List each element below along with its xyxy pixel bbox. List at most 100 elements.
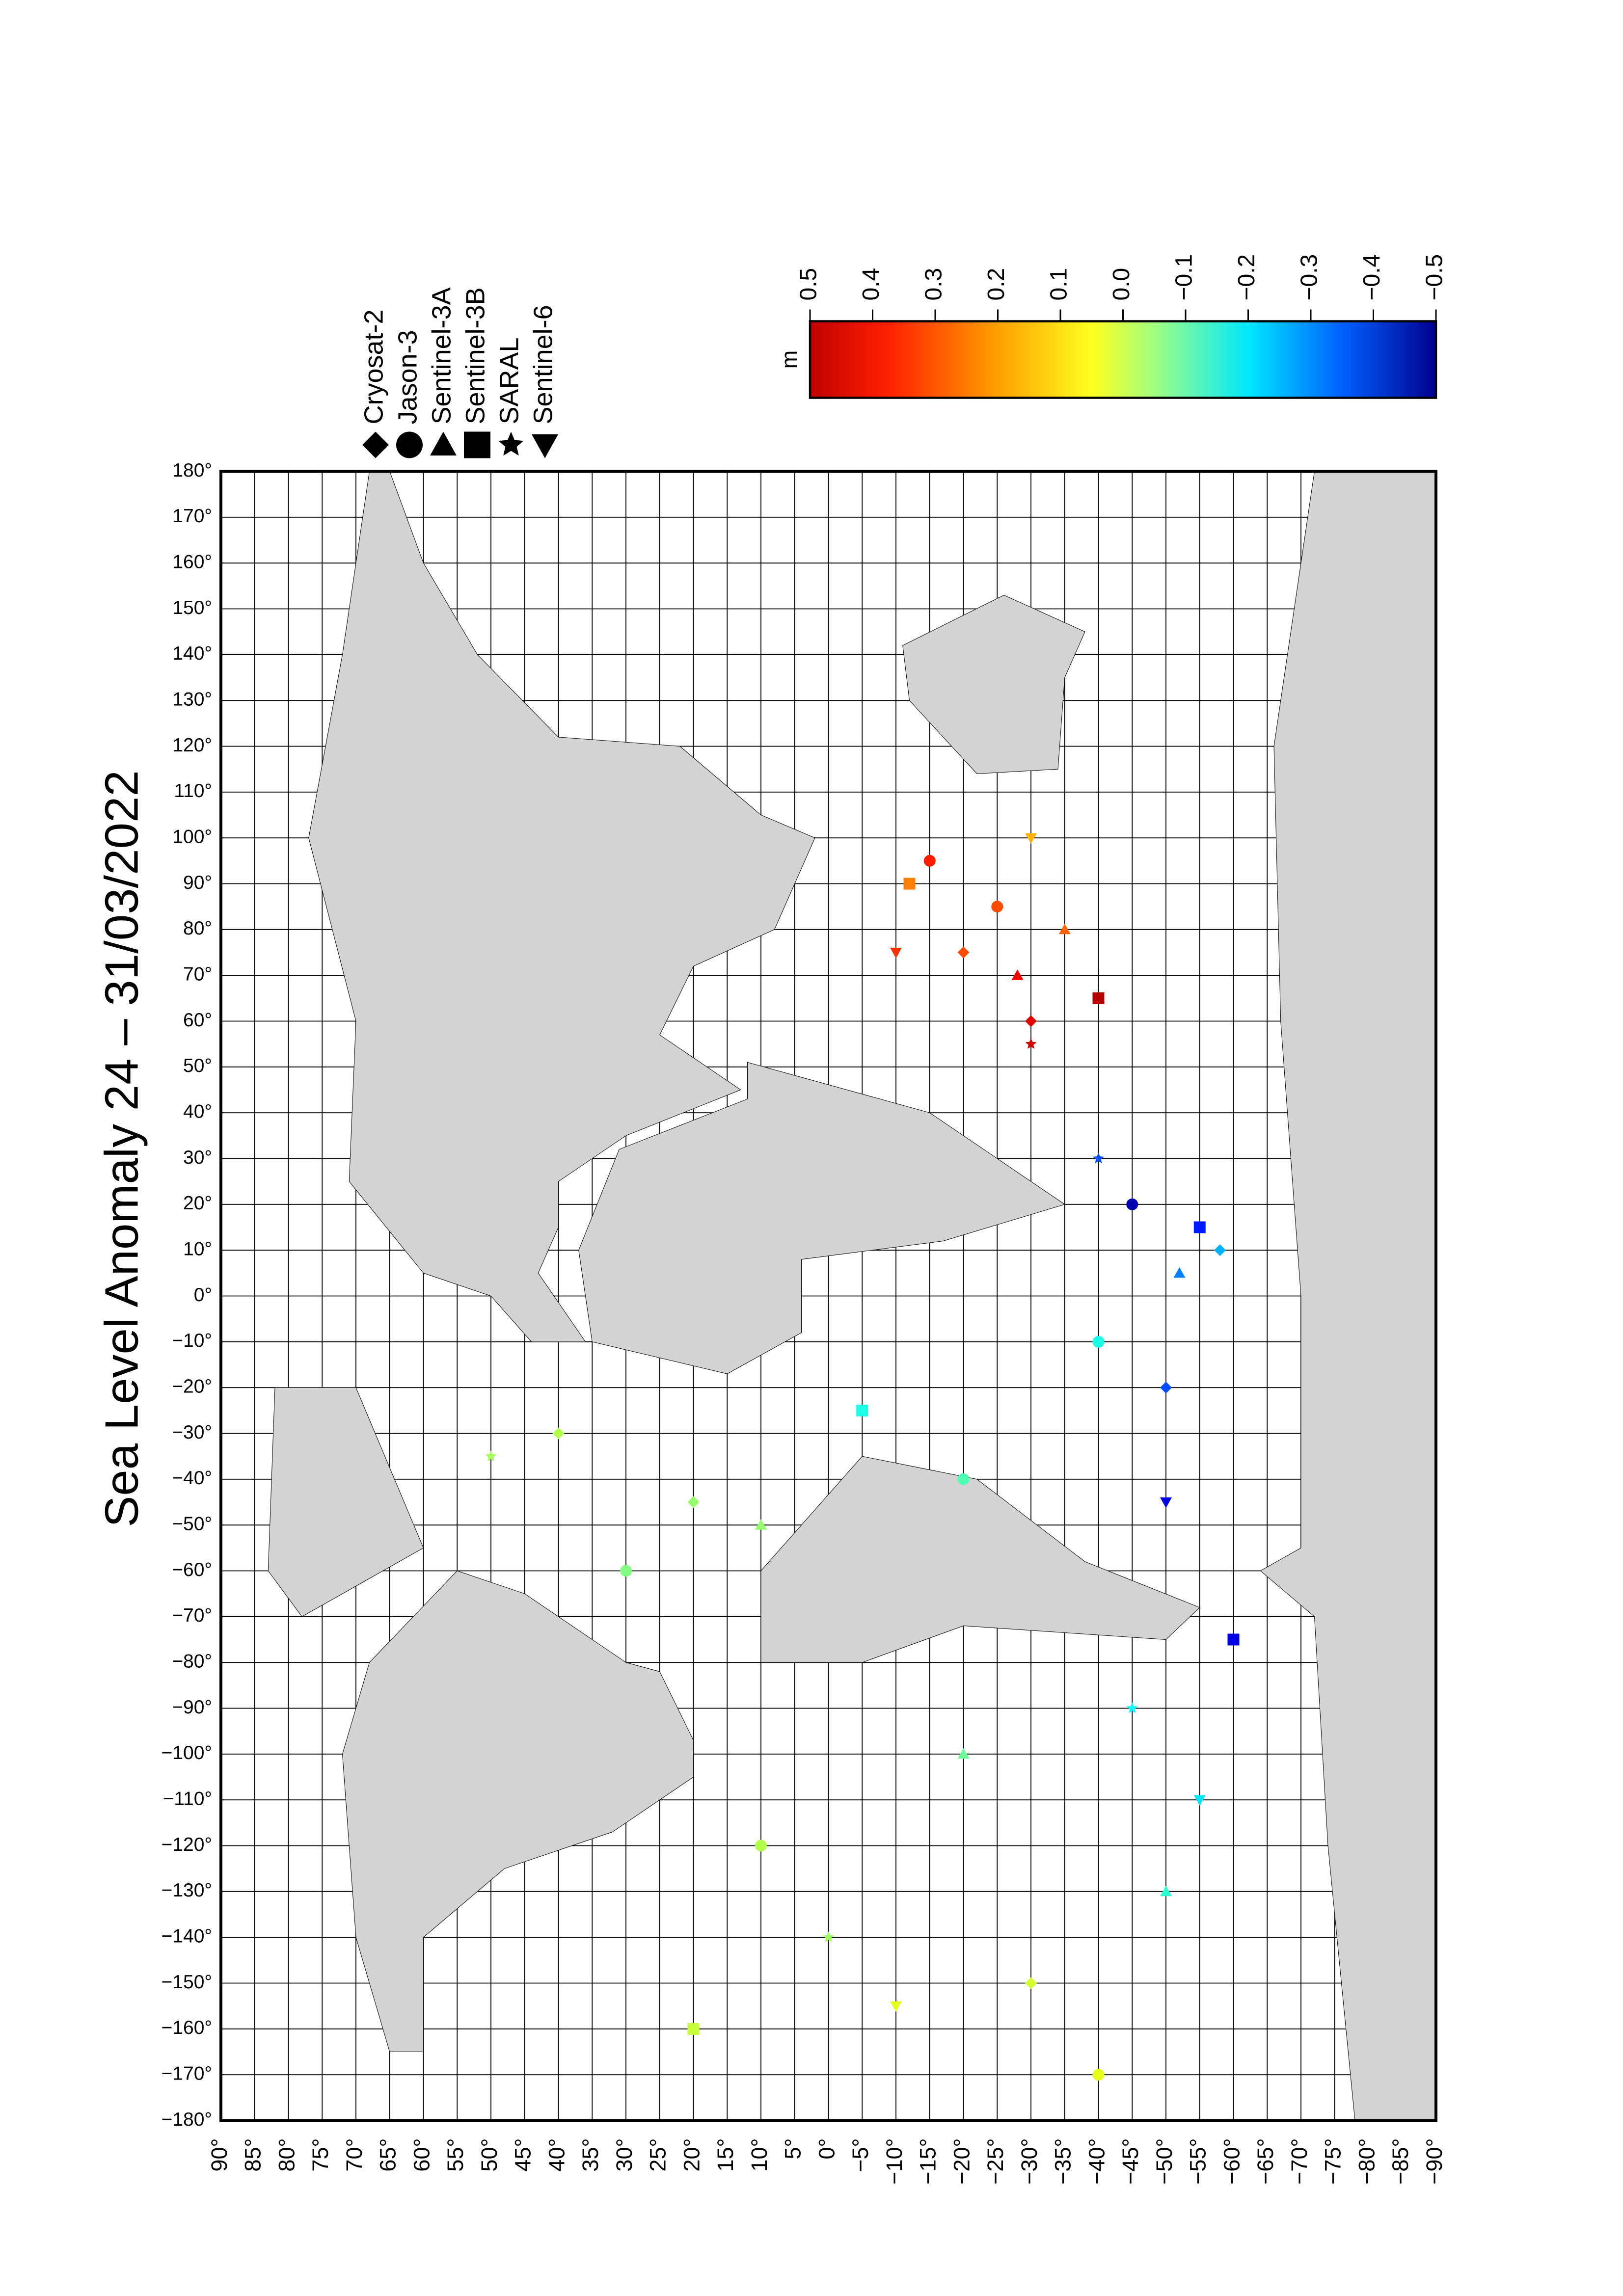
colorbar-tick-label: −0.1 bbox=[1171, 254, 1197, 301]
colorbar-tick-label: 0.4 bbox=[858, 268, 884, 301]
lon-tick-label: −130° bbox=[162, 1880, 212, 1901]
lon-tick-label: 0° bbox=[194, 1284, 212, 1306]
data-point bbox=[1126, 1198, 1138, 1210]
points bbox=[485, 833, 1240, 2081]
data-point bbox=[1214, 1244, 1226, 1256]
lon-tick-label: −20° bbox=[172, 1376, 212, 1397]
lon-tick-label: 150° bbox=[172, 597, 212, 618]
legend-marker bbox=[396, 431, 423, 458]
lat-tick-label: 60° bbox=[409, 2138, 434, 2172]
data-point bbox=[991, 901, 1003, 913]
lat-tick-label: −60° bbox=[1219, 2138, 1244, 2185]
data-point bbox=[1160, 1382, 1172, 1394]
colorbar-tick-label: −0.2 bbox=[1234, 254, 1260, 301]
lon-tick-label: −150° bbox=[162, 1972, 212, 1993]
lon-tick-label: 130° bbox=[172, 689, 212, 710]
data-point bbox=[1092, 992, 1105, 1004]
lon-tick-label: −170° bbox=[162, 2063, 212, 2084]
lon-tick-label: 70° bbox=[183, 963, 212, 985]
lat-tick-label: −65° bbox=[1253, 2138, 1278, 2185]
lat-tick-label: 40° bbox=[544, 2138, 569, 2172]
lon-tick-label: 180° bbox=[172, 460, 212, 481]
lat-tick-label: −25° bbox=[983, 2138, 1008, 2185]
data-point bbox=[957, 946, 970, 959]
lon-tick-label: −90° bbox=[172, 1697, 212, 1718]
lat-tick-label: −10° bbox=[882, 2138, 907, 2185]
lon-tick-label: 20° bbox=[183, 1193, 212, 1214]
chart-title: Sea Level Anomaly 24 – 31/03/2022 bbox=[95, 770, 148, 1527]
lat-tick-label: −70° bbox=[1287, 2138, 1312, 2185]
australia bbox=[903, 595, 1085, 774]
lon-tick-label: 170° bbox=[172, 506, 212, 527]
data-point bbox=[1160, 1885, 1172, 1896]
data-point bbox=[620, 1565, 632, 1577]
lat-tick-label: 45° bbox=[511, 2138, 536, 2172]
land bbox=[268, 472, 1436, 2121]
data-point bbox=[1025, 1038, 1037, 1049]
lat-tick-label: 0° bbox=[814, 2138, 839, 2160]
lon-tick-label: 60° bbox=[183, 1010, 212, 1031]
data-point bbox=[1173, 1267, 1186, 1278]
data-point bbox=[923, 854, 936, 867]
data-point bbox=[1058, 923, 1071, 934]
legend-label: SARAL bbox=[494, 337, 524, 424]
data-point bbox=[1092, 2069, 1105, 2081]
south-america bbox=[761, 1456, 1200, 1662]
legend-label: Sentinel-6 bbox=[528, 305, 558, 424]
data-point bbox=[957, 1473, 970, 1485]
lat-tick-label: −5° bbox=[848, 2138, 873, 2172]
lat-tick-label: 50° bbox=[477, 2138, 502, 2172]
lon-tick-label: −70° bbox=[172, 1605, 212, 1626]
data-point bbox=[1227, 1633, 1240, 1646]
data-point bbox=[1193, 1221, 1206, 1233]
data-point bbox=[856, 1404, 868, 1416]
legend-marker bbox=[532, 434, 558, 458]
lat-tick-label: 70° bbox=[342, 2138, 367, 2172]
colorbar-tick-label: 0.1 bbox=[1046, 268, 1072, 301]
colorbar-tick-label: −0.5 bbox=[1422, 254, 1448, 301]
data-point bbox=[890, 947, 902, 959]
data-point bbox=[1160, 1497, 1172, 1508]
data-point bbox=[687, 2023, 700, 2035]
colorbar-tick-label: 0.5 bbox=[796, 268, 822, 301]
lat-tick-label: −40° bbox=[1084, 2138, 1109, 2185]
lat-tick-label: 35° bbox=[578, 2138, 603, 2172]
legend-marker bbox=[498, 431, 524, 456]
data-point bbox=[1025, 833, 1037, 844]
lat-tick-label: 85° bbox=[241, 2138, 266, 2172]
data-point bbox=[552, 1427, 565, 1440]
colorbar bbox=[809, 320, 1437, 399]
colorbar-tick-label: 0.0 bbox=[1109, 268, 1135, 301]
legend-label: Sentinel-3A bbox=[427, 287, 456, 424]
lon-tick-label: 110° bbox=[174, 780, 212, 801]
data-point bbox=[890, 2001, 902, 2012]
data-point bbox=[1092, 1335, 1105, 1348]
lat-tick-label: 55° bbox=[443, 2138, 468, 2172]
lat-tick-label: 20° bbox=[679, 2138, 704, 2172]
lon-tick-label: −10° bbox=[172, 1330, 212, 1351]
lat-tick-label: −30° bbox=[1017, 2138, 1042, 2185]
lat-tick-label: 5° bbox=[781, 2138, 806, 2160]
data-point bbox=[1093, 1152, 1104, 1164]
lon-tick-label: −140° bbox=[162, 1925, 212, 1947]
data-point bbox=[1011, 969, 1024, 980]
eurasia bbox=[309, 472, 815, 1342]
legend-marker bbox=[362, 431, 389, 458]
colorbar-tick-label: −0.3 bbox=[1297, 254, 1323, 301]
data-point bbox=[957, 1748, 970, 1759]
africa bbox=[579, 1063, 1065, 1374]
data-point bbox=[823, 1931, 834, 1942]
lon-tick-label: 140° bbox=[172, 643, 212, 664]
lat-tick-label: −90° bbox=[1422, 2138, 1447, 2185]
legend-label: Cryosat-2 bbox=[359, 309, 388, 424]
map-frame bbox=[219, 470, 1437, 2122]
lon-tick-label: −160° bbox=[162, 2017, 212, 2038]
lat-tick-label: −35° bbox=[1051, 2138, 1076, 2185]
lat-tick-label: 90° bbox=[207, 2138, 232, 2172]
lon-tick-label: 120° bbox=[172, 735, 212, 756]
lat-tick-label: −55° bbox=[1186, 2138, 1211, 2185]
data-point bbox=[755, 1519, 767, 1530]
colorbar-tick-label: 0.2 bbox=[983, 268, 1009, 301]
lat-tick-label: 10° bbox=[747, 2138, 772, 2172]
